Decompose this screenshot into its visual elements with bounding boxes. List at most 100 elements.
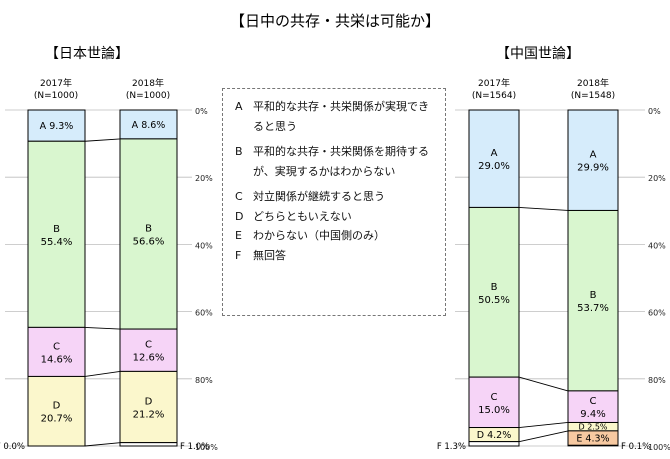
segment-label: 29.0% (478, 161, 510, 172)
chart-title: 【日中の共存・共栄は可能か】 (230, 12, 440, 30)
legend-key: B (235, 145, 243, 158)
panel-title: 【中国世論】 (496, 46, 580, 62)
segment-label: 9.4% (580, 409, 605, 420)
bar-segment (119, 328, 178, 372)
bar-segment (27, 375, 86, 447)
segment-label: C (145, 340, 152, 351)
segment-label: E 4.3% (576, 433, 609, 444)
segment-label: F 1.3% (437, 442, 466, 452)
legend-key: D (235, 209, 244, 223)
legend: A 平和的な共存・共栄関係が実現できると思う B 平和的な共存・共栄関係を期待するが、… (222, 88, 446, 316)
connector-line (518, 422, 569, 428)
segment-label: A 9.3% (40, 121, 74, 132)
legend-key: F (235, 248, 242, 262)
segment-label: B (53, 224, 60, 235)
segment-label: 53.7% (577, 303, 609, 314)
bar-year-label: 2018年 (577, 77, 609, 89)
segment-label: B (590, 290, 597, 301)
segment-label: D 4.2% (477, 430, 511, 441)
legend-item: E わからない（中国側のみ） (235, 226, 435, 246)
segment-label: 14.6% (41, 354, 73, 365)
segment-label: 55.4% (41, 237, 73, 248)
segment-label: 21.2% (133, 410, 165, 421)
legend-text: わからない（中国側のみ） (253, 229, 385, 242)
tick-label: 40% (648, 241, 666, 250)
bar-segment (567, 209, 619, 392)
bar-year-label: 2017年 (478, 77, 510, 89)
legend-item: B 平和的な共存・共栄関係を期待するが、実現するかはわからない (235, 142, 435, 181)
legend-text: 対立関係が継続すると思う (253, 190, 385, 203)
tick-label: 100% (648, 443, 670, 452)
legend-item: F 無回答 (235, 246, 435, 266)
chart-panels: 【日本世論】 0% 20% 40% 60% 80% 100% 2017年 (N=1000) A 9… (0, 46, 670, 452)
segment-label: D 2.5% (578, 422, 607, 431)
legend-item: C 対立関係が継続すると思う (235, 187, 435, 207)
tick-label: 80% (195, 376, 213, 385)
bar-segment (567, 444, 619, 447)
bar-segment (119, 370, 178, 444)
connector-line (84, 326, 121, 330)
segment-label: 20.7% (41, 414, 73, 425)
segment-label: A (590, 150, 597, 161)
segment-label: C (491, 392, 498, 403)
segment-label: D (53, 401, 61, 412)
legend-key: A (235, 100, 243, 113)
segment-label: 12.6% (133, 353, 165, 364)
bar-segment (119, 442, 178, 447)
segment-label: 50.5% (478, 295, 510, 306)
segment-label: B (491, 282, 498, 293)
tick-label: 60% (648, 309, 666, 318)
panel-japan: 【日本世論】 0% 20% 40% 60% 80% 100% 2017年 (N=1000) A 9… (0, 46, 218, 452)
bar-segment (119, 138, 178, 330)
connector-line (84, 442, 121, 447)
legend-key: C (235, 190, 243, 203)
tick-label: 60% (195, 309, 213, 318)
legend-text: 平和的な共存・共栄関係が実現できると思う (253, 100, 429, 133)
bar-segment (567, 390, 619, 423)
bar-year-label: 2017年 (40, 77, 72, 89)
bar-n-label: (N=1564) (472, 91, 516, 101)
bar-n-label: (N=1548) (571, 91, 615, 101)
connector-line (518, 206, 569, 211)
segment-label: 29.9% (577, 163, 609, 174)
segment-label: F 0.0% (0, 442, 25, 452)
segment-label: A (491, 148, 498, 159)
tick-label: 100% (195, 443, 218, 452)
tick-label: 0% (648, 107, 661, 116)
legend-key: E (235, 229, 242, 242)
segment-label: C (53, 341, 60, 352)
legend-item: A 平和的な共存・共栄関係が実現できると思う (235, 97, 435, 136)
legend-text: 平和的な共存・共栄関係を期待するが、実現するかはわからない (253, 145, 429, 178)
bar-segment (27, 326, 86, 377)
tick-label: 20% (195, 174, 213, 183)
segment-label: C (590, 396, 597, 407)
panel-title: 【日本世論】 (45, 46, 129, 62)
tick-label: 20% (648, 174, 666, 183)
segment-label: B (145, 223, 152, 234)
bar-n-label: (N=1000) (34, 91, 78, 101)
tick-label: 40% (195, 241, 213, 250)
segment-label: 15.0% (478, 405, 510, 416)
bar-segment (27, 140, 86, 328)
bar-segment (567, 109, 619, 211)
bar-year-label: 2018年 (132, 77, 164, 89)
connector-line (518, 376, 569, 392)
connector-line (84, 138, 121, 142)
bar-segment (468, 441, 520, 447)
connector-line (84, 370, 121, 377)
bar-segment (119, 109, 178, 140)
segment-label: D (145, 397, 153, 408)
segment-label: A 8.6% (132, 120, 166, 131)
tick-label: 0% (195, 107, 208, 116)
connector-line (518, 430, 569, 443)
bar-segment (468, 376, 520, 429)
bar-n-label: (N=1000) (126, 91, 170, 101)
bar-segment (468, 206, 520, 378)
segment-label: 56.6% (133, 236, 165, 247)
tick-label: 80% (648, 376, 666, 385)
panel-china: 【中国世論】 0% 20% 40% 60% 80% 100% 2017年 (N=1564) A 29… (437, 46, 670, 452)
legend-text: どちらともいえない (253, 209, 352, 223)
segment-label: F 0.1% (621, 442, 650, 452)
segment-label: F 1.0% (180, 442, 209, 452)
